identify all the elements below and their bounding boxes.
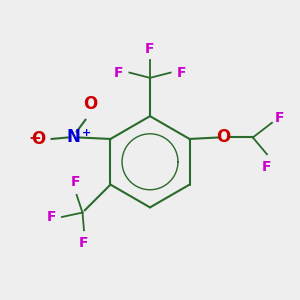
Text: F: F bbox=[70, 175, 80, 189]
Text: F: F bbox=[79, 236, 89, 250]
Text: O: O bbox=[83, 95, 97, 113]
Text: F: F bbox=[145, 42, 155, 56]
Text: N: N bbox=[67, 128, 81, 146]
Text: F: F bbox=[176, 66, 186, 80]
Text: O: O bbox=[32, 130, 46, 148]
Text: +: + bbox=[82, 128, 91, 138]
Text: F: F bbox=[114, 66, 124, 80]
Text: O: O bbox=[216, 128, 230, 146]
Text: F: F bbox=[262, 160, 272, 174]
Text: F: F bbox=[46, 210, 56, 224]
Text: F: F bbox=[275, 111, 284, 125]
Text: −: − bbox=[28, 131, 41, 146]
